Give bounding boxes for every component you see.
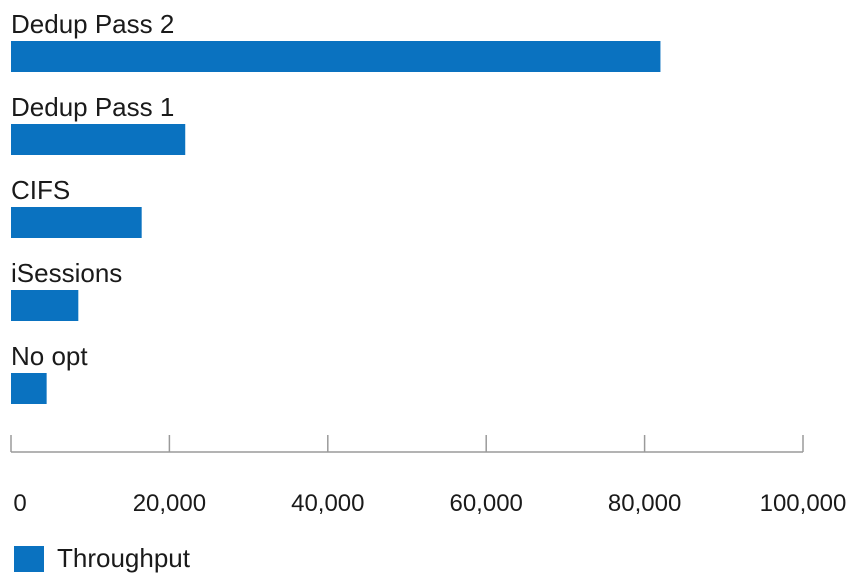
category-label-dedup-pass-1: Dedup Pass 1 — [11, 92, 174, 122]
x-tick-label-20000: 20,000 — [133, 490, 206, 517]
x-tick-label-100000: 100,000 — [760, 490, 847, 517]
bar-cifs — [11, 207, 142, 238]
x-tick-label-0: 0 — [13, 490, 26, 517]
bars-layer: Dedup Pass 2 Dedup Pass 1 CIFS iSessions No … — [11, 9, 661, 404]
x-axis: 0 20,000 40,000 60,000 80,000 100,000 — [10, 435, 847, 517]
bar-dedup-pass-1 — [11, 124, 186, 155]
category-label-isessions: iSessions — [11, 258, 122, 288]
legend-swatch-throughput — [14, 546, 44, 572]
x-tick-label-40000: 40,000 — [291, 490, 364, 517]
category-label-dedup-pass-2: Dedup Pass 2 — [11, 9, 174, 39]
x-tick-label-60000: 60,000 — [449, 490, 522, 517]
category-label-no-opt: No opt — [11, 341, 88, 371]
legend-label-throughput: Throughput — [57, 543, 191, 573]
x-tick-label-80000: 80,000 — [608, 490, 681, 517]
bar-no-opt — [11, 373, 47, 404]
bar-dedup-pass-2 — [11, 41, 661, 72]
legend: Throughput — [14, 543, 191, 573]
category-label-cifs: CIFS — [11, 175, 70, 205]
bar-isessions — [11, 290, 79, 321]
